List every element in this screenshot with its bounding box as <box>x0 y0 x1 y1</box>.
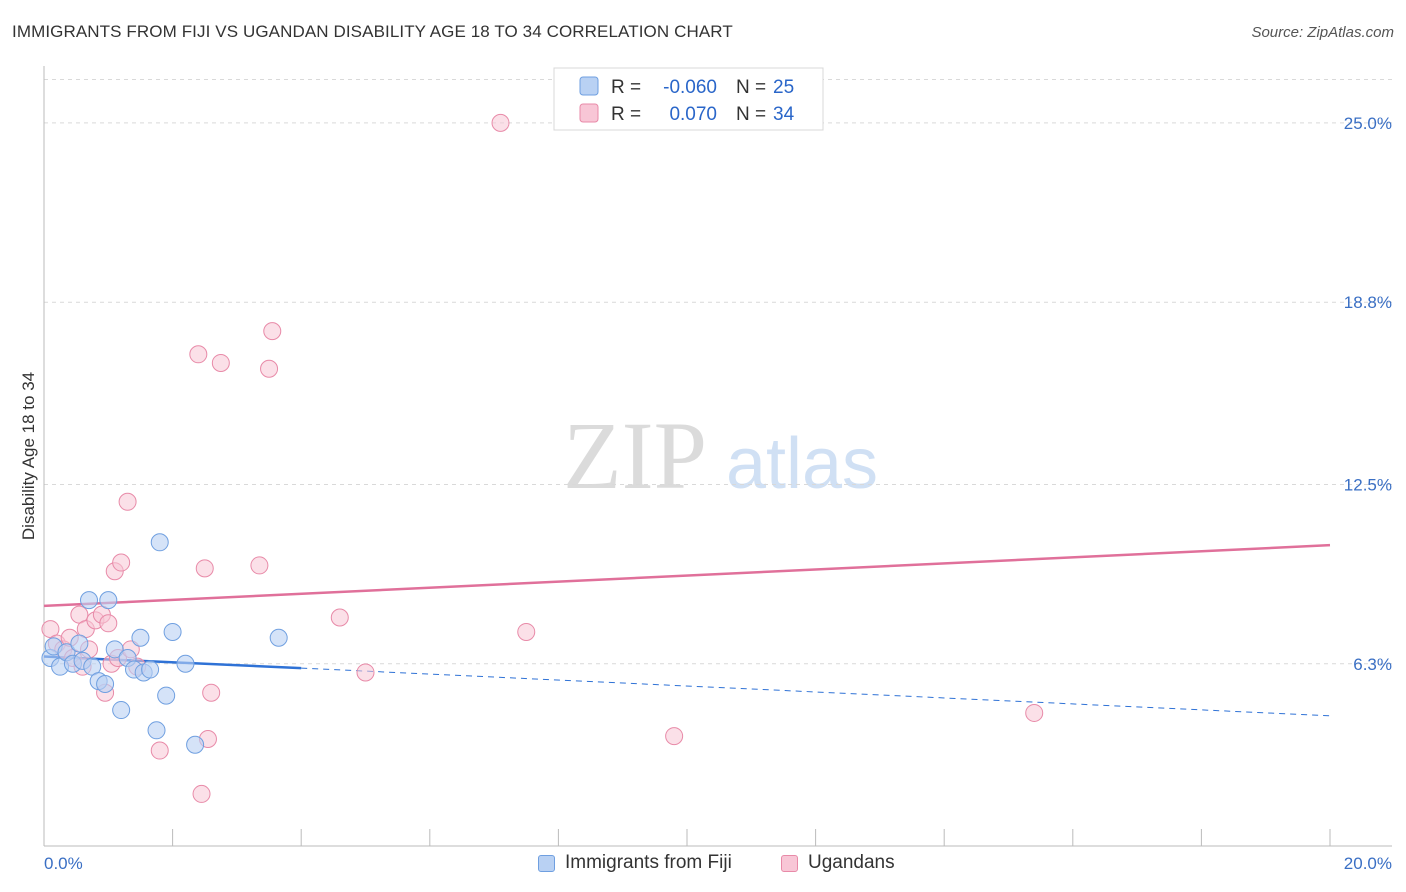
legend-item-ugandans[interactable]: Ugandans <box>781 852 895 874</box>
x-tick-label-min: 0.0% <box>44 854 83 873</box>
x-tick-label-max: 20.0% <box>1344 854 1392 873</box>
chart-title: IMMIGRANTS FROM FIJI VS UGANDAN DISABILI… <box>12 22 733 41</box>
point-ugandans <box>99 614 118 633</box>
point-fiji <box>157 686 176 705</box>
fiji-swatch <box>538 854 555 872</box>
legend-label-fiji: Immigrants from Fiji <box>565 852 732 873</box>
y-tick-label: 25.0% <box>1344 114 1392 133</box>
legend-r-value-2: 0.070 <box>669 104 717 125</box>
point-fiji <box>96 675 115 694</box>
point-fiji <box>99 591 118 610</box>
point-ugandans <box>211 353 230 372</box>
watermark-zip: ZIP <box>563 402 707 509</box>
point-ugandans <box>260 359 279 378</box>
point-fiji <box>147 721 166 740</box>
legend-n-value-2: 34 <box>773 104 795 125</box>
correlation-legend: R = -0.060 N = 25 R = 0.070 N = 34 <box>553 67 824 131</box>
watermark-atlas: atlas <box>726 424 878 504</box>
legend-n-label-2: N = <box>736 104 766 125</box>
legend-item-fiji[interactable]: Immigrants from Fiji <box>538 852 732 874</box>
point-ugandans <box>189 345 208 364</box>
x-ticks <box>43 829 1331 846</box>
gridlines <box>44 79 1392 665</box>
legend-swatch-blue <box>579 76 599 96</box>
trend-lines <box>43 543 1331 717</box>
legend-r-label-1: R = <box>611 77 641 98</box>
trend-line-fiji-extrapolated <box>301 667 1331 717</box>
point-ugandans <box>150 741 169 760</box>
point-ugandans <box>665 727 684 746</box>
axes <box>43 66 1392 847</box>
point-ugandans <box>517 622 536 641</box>
trend-line-ugandans <box>43 543 1331 608</box>
y-axis-label: Disability Age 18 to 34 <box>19 372 38 540</box>
legend-r-value-1: -0.060 <box>663 77 717 98</box>
y-tick-label: 12.5% <box>1344 475 1392 494</box>
point-ugandans <box>118 492 137 511</box>
point-fiji <box>186 735 205 754</box>
point-fiji <box>80 591 99 610</box>
legend-r-label-2: R = <box>611 104 641 125</box>
y-tick-label: 18.8% <box>1344 293 1392 312</box>
point-ugandans <box>202 683 221 702</box>
point-ugandans <box>112 553 131 572</box>
y-tick-labels: 6.3% 12.5% 18.8% 25.0% <box>1344 114 1392 674</box>
ugandans-swatch <box>781 854 798 872</box>
point-fiji <box>163 622 182 641</box>
point-ugandans <box>250 556 269 575</box>
point-fiji <box>105 640 124 659</box>
point-fiji <box>150 533 169 552</box>
point-ugandans <box>356 663 375 682</box>
scatter-points <box>41 113 1044 803</box>
point-ugandans <box>491 113 510 132</box>
point-fiji <box>70 634 89 653</box>
point-fiji <box>269 628 288 647</box>
point-ugandans <box>195 559 214 578</box>
legend-n-label-1: N = <box>736 77 766 98</box>
y-tick-label: 6.3% <box>1353 655 1392 674</box>
legend-swatch-pink <box>579 103 599 123</box>
point-ugandans <box>192 784 211 803</box>
legend-box <box>553 67 824 131</box>
point-fiji <box>131 628 150 647</box>
series-legend: Immigrants from Fiji Ugandans <box>0 852 1406 878</box>
legend-label-ugandans: Ugandans <box>808 852 895 873</box>
point-fiji <box>141 660 160 679</box>
point-ugandans <box>330 608 349 627</box>
legend-n-value-1: 25 <box>773 77 794 98</box>
point-ugandans <box>263 322 282 341</box>
source-credit: Source: ZipAtlas.com <box>1251 24 1394 41</box>
point-fiji <box>176 654 195 673</box>
point-fiji <box>112 701 131 720</box>
point-ugandans <box>1025 703 1044 722</box>
